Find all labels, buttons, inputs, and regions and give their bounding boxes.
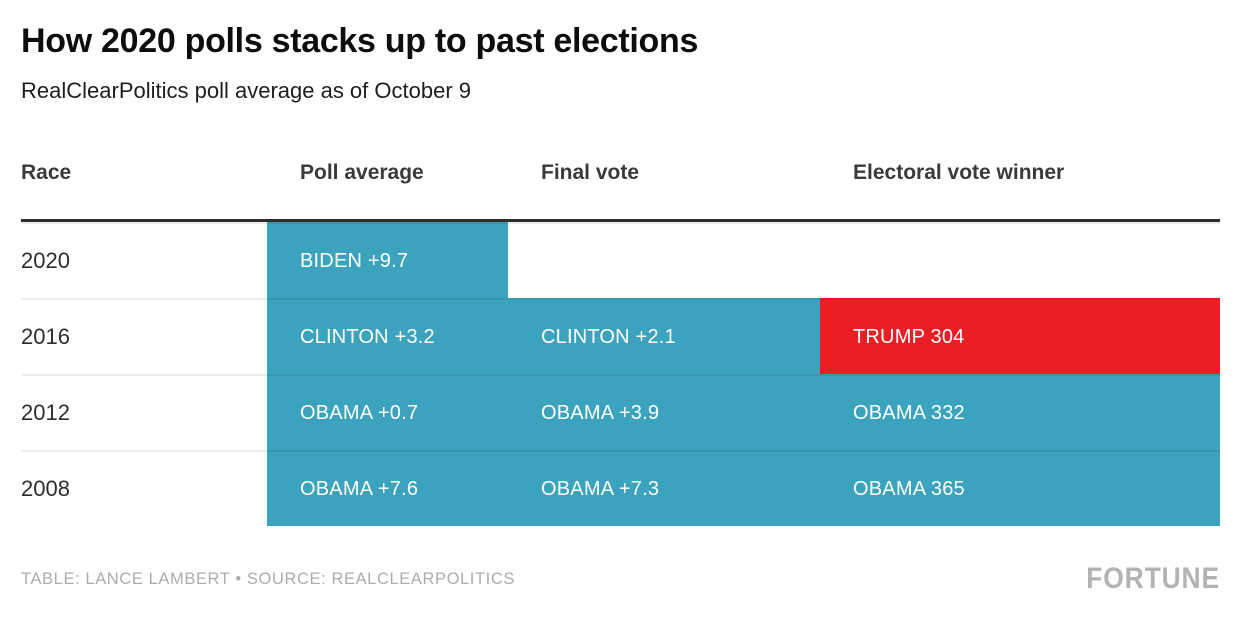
column-header-electoral-vote-winner: Electoral vote winner: [853, 161, 1065, 185]
electoral-vote-cell: OBAMA 332: [820, 374, 1220, 451]
table-row-2020: 2020 BIDEN +9.7: [21, 222, 1220, 299]
electoral-vote-cell: [820, 222, 1220, 298]
page-title: How 2020 polls stacks up to past electio…: [21, 22, 699, 60]
column-header-final-vote: Final vote: [541, 161, 640, 185]
race-year: 2016: [21, 298, 267, 375]
final-vote-cell: OBAMA +3.9: [508, 374, 820, 451]
race-year: 2012: [21, 374, 267, 451]
electoral-vote-cell: OBAMA 365: [820, 450, 1220, 527]
page-subtitle: RealClearPolitics poll average as of Oct…: [21, 78, 472, 104]
polls-table: Race Poll average Final vote Electoral v…: [21, 161, 1220, 527]
race-year: 2008: [21, 450, 267, 527]
table-row-2012: 2012 OBAMA +0.7 OBAMA +3.9 OBAMA 332: [21, 374, 1220, 451]
column-header-race: Race: [21, 161, 72, 185]
chart-page: How 2020 polls stacks up to past electio…: [21, 22, 1220, 596]
fortune-logo: FORTUNE: [1086, 562, 1220, 596]
final-vote-cell: OBAMA +7.3: [508, 450, 820, 527]
race-year: 2020: [21, 222, 267, 299]
poll-average-cell: BIDEN +9.7: [267, 222, 508, 299]
table-row-2016: 2016 CLINTON +3.2 CLINTON +2.1 TRUMP 304: [21, 298, 1220, 375]
table-row-2008: 2008 OBAMA +7.6 OBAMA +7.3 OBAMA 365: [21, 450, 1220, 527]
table-header-row: Race Poll average Final vote Electoral v…: [21, 161, 1220, 223]
poll-average-cell: OBAMA +0.7: [267, 374, 508, 451]
electoral-vote-cell: TRUMP 304: [820, 298, 1220, 375]
final-vote-cell: CLINTON +2.1: [508, 298, 820, 375]
footer: TABLE: LANCE LAMBERT • SOURCE: REALCLEAR…: [21, 562, 1220, 596]
poll-average-cell: CLINTON +3.2: [267, 298, 508, 375]
credit-line: TABLE: LANCE LAMBERT • SOURCE: REALCLEAR…: [21, 569, 515, 588]
poll-average-cell: OBAMA +7.6: [267, 450, 508, 527]
column-header-poll-average: Poll average: [300, 161, 424, 185]
final-vote-cell: [508, 222, 820, 298]
